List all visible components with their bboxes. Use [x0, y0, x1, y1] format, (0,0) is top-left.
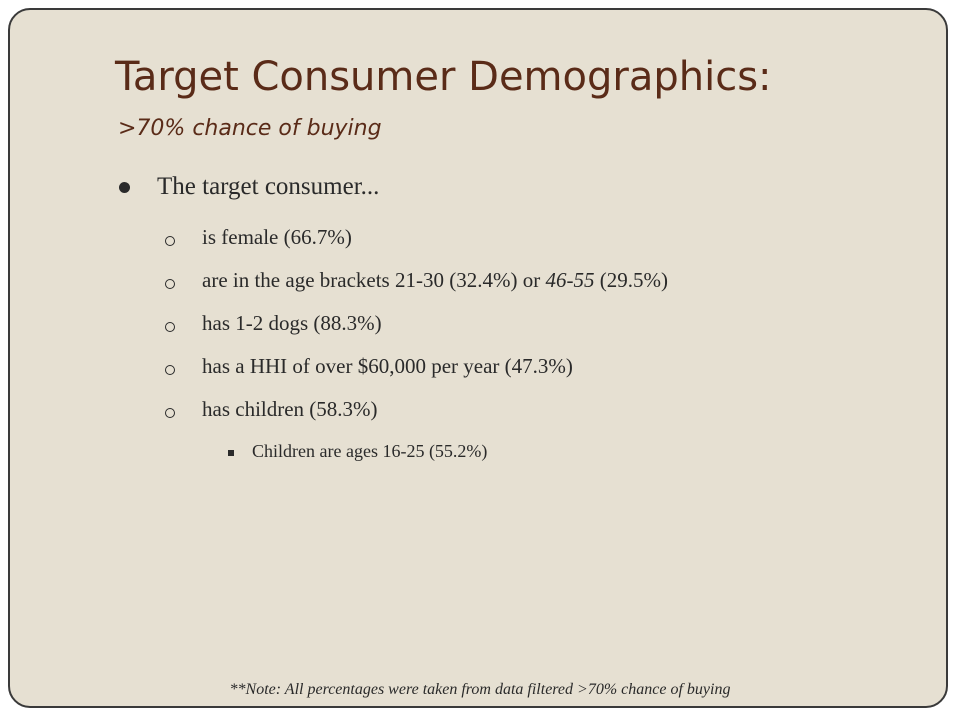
- subtitle: >70% chance of buying: [118, 116, 382, 141]
- item-bullet: [165, 236, 175, 246]
- slide: Target Consumer Demographics: >70% chanc…: [8, 8, 948, 708]
- bullet: [119, 182, 130, 193]
- item-text: is female (66.7%): [202, 225, 352, 249]
- item-bullet: [165, 279, 175, 289]
- item: has children (58.3%): [202, 397, 378, 422]
- item: are in the age brackets 21-30 (32.4%) or…: [202, 268, 668, 293]
- item-bullet: [165, 408, 175, 418]
- item-bullet: [165, 365, 175, 375]
- item: is female (66.7%): [202, 225, 352, 250]
- item-text: (29.5%): [594, 268, 668, 292]
- footnote: **Note: All percentages were taken from …: [229, 681, 731, 698]
- item-text: has a HHI of over $60,000 per year (47.3…: [202, 354, 573, 378]
- sub-bullet: [228, 450, 234, 456]
- lead-text: The target consumer...: [157, 173, 380, 200]
- sub-item: Children are ages 16-25 (55.2%): [252, 441, 488, 461]
- item: has a HHI of over $60,000 per year (47.3…: [202, 354, 573, 379]
- item-text: has 1-2 dogs (88.3%): [202, 311, 382, 335]
- title: Target Consumer Demographics:: [115, 54, 772, 100]
- item-bullet: [165, 322, 175, 332]
- item-text: are in the age brackets 21-30 (32.4%) or: [202, 268, 546, 292]
- item-text: 46-55: [545, 268, 595, 292]
- item: has 1-2 dogs (88.3%): [202, 311, 382, 336]
- item-text: has children (58.3%): [202, 397, 378, 421]
